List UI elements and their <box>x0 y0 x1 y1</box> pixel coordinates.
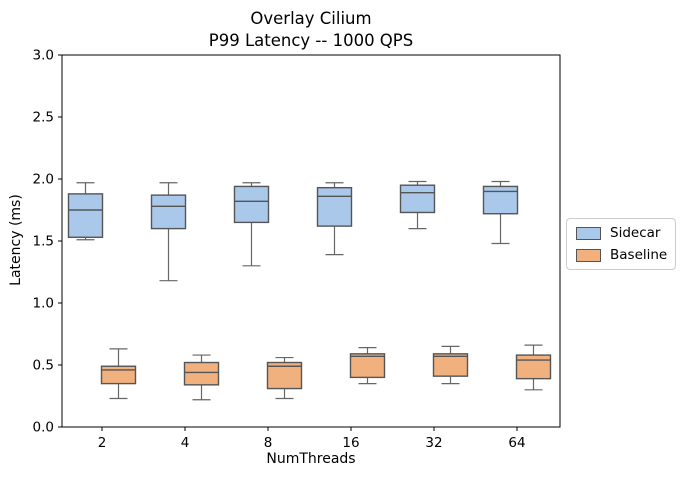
x-tick-label: 16 <box>342 435 359 451</box>
y-tick-label: 1.5 <box>33 234 54 250</box>
y-axis-label: Latency (ms) <box>8 194 24 286</box>
y-tick-label: 0.5 <box>33 358 54 374</box>
legend-swatch-icon <box>576 248 601 262</box>
box-rect <box>67 193 104 238</box>
x-tick-label: 32 <box>425 435 442 451</box>
chart-title: Overlay Cilium P99 Latency -- 1000 QPS <box>62 8 560 52</box>
legend-swatch-icon <box>576 226 601 240</box>
legend-label: Sidecar <box>610 225 661 241</box>
box-baseline-64 <box>515 344 552 391</box>
box-sidecar-2 <box>67 182 104 241</box>
x-tick-label: 4 <box>181 435 190 451</box>
box-baseline-32 <box>432 345 469 385</box>
legend-entry-baseline: Baseline <box>576 247 668 263</box>
box-rect <box>432 353 469 377</box>
box-baseline-8 <box>266 356 303 400</box>
legend-entry-sidecar: Sidecar <box>576 225 666 241</box>
box-baseline-4 <box>183 354 220 401</box>
x-tick-label: 64 <box>508 435 525 451</box>
x-tick-label: 8 <box>264 435 273 451</box>
y-tick-label: 1.0 <box>33 296 54 312</box>
box-baseline-16 <box>349 347 386 385</box>
box-sidecar-32 <box>399 180 436 230</box>
legend: Sidecar Baseline <box>566 218 676 270</box>
x-axis-label: NumThreads <box>266 451 356 467</box>
box-rect <box>482 185 519 215</box>
x-tick-label: 2 <box>98 435 107 451</box>
axes-frame <box>61 54 561 428</box>
chart-title-line2: P99 Latency -- 1000 QPS <box>208 31 414 50</box>
y-tick-label: 0.0 <box>33 420 54 436</box>
box-sidecar-8 <box>233 182 270 267</box>
chart-title-line1: Overlay Cilium <box>250 9 372 28</box>
y-tick-label: 3.0 <box>33 48 54 64</box>
box-rect <box>399 184 436 214</box>
y-tick-label: 2.0 <box>33 172 54 188</box>
box-sidecar-16 <box>316 182 353 256</box>
legend-label: Baseline <box>610 247 668 263</box>
box-rect <box>100 365 137 385</box>
box-rect <box>515 354 552 380</box>
box-rect <box>183 361 220 386</box>
box-rect <box>349 353 386 379</box>
box-sidecar-64 <box>482 180 519 245</box>
box-rect <box>316 186 353 227</box>
box-rect <box>233 185 270 224</box>
box-baseline-2 <box>100 348 137 400</box>
box-rect <box>150 194 187 230</box>
box-sidecar-4 <box>150 182 187 282</box>
y-tick-label: 2.5 <box>33 110 54 126</box>
